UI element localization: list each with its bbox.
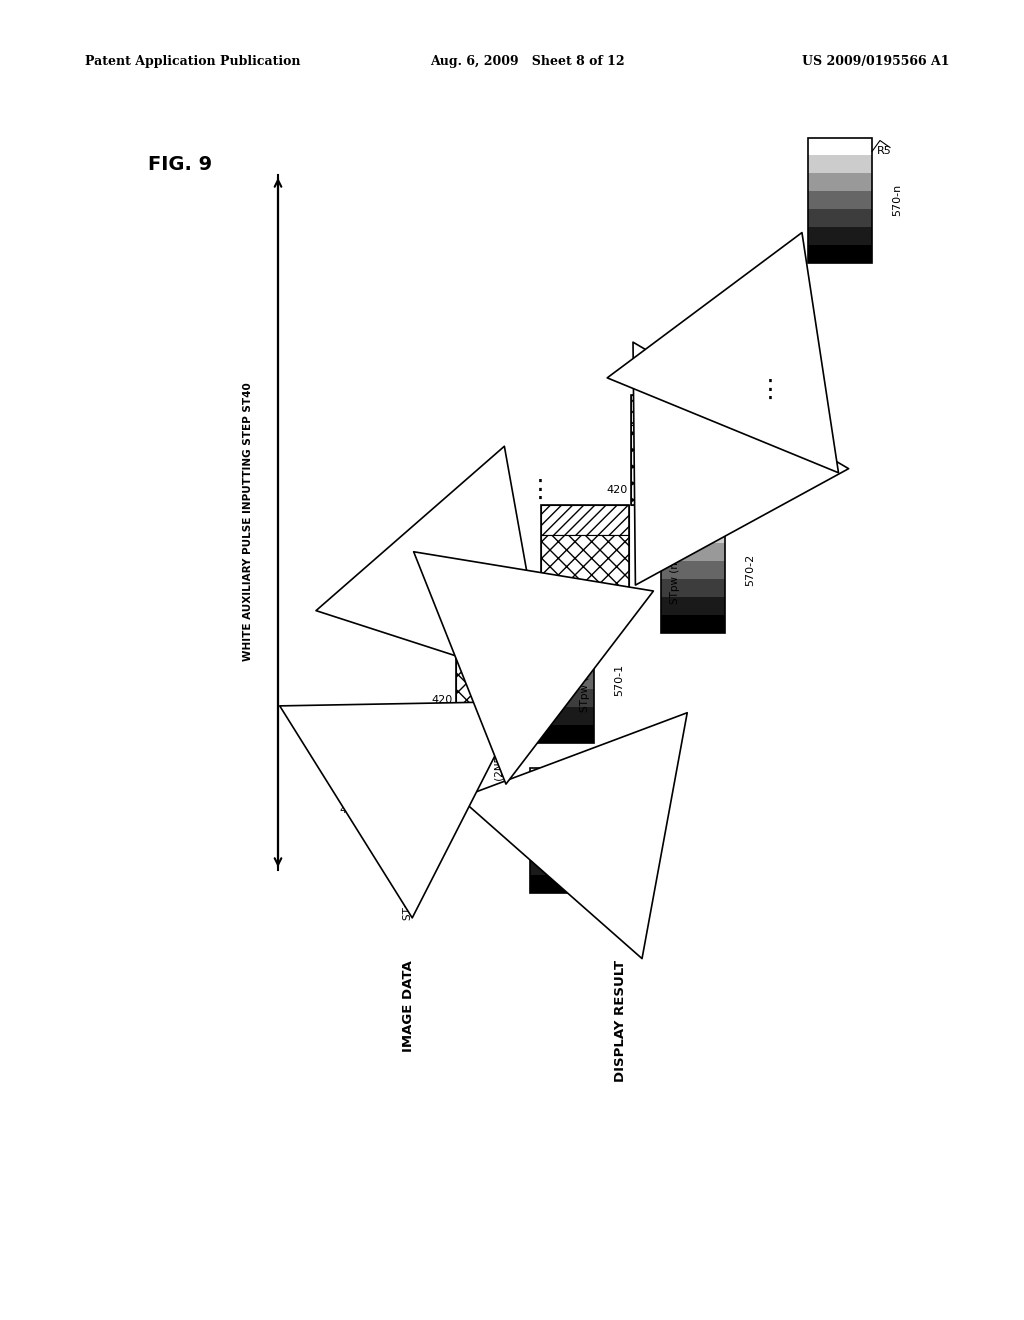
Bar bbox=[530, 767, 594, 785]
Text: STpw (n-TH TIME): STpw (n-TH TIME) bbox=[670, 513, 680, 603]
Bar bbox=[530, 803, 594, 821]
Text: 570-n: 570-n bbox=[892, 183, 902, 216]
Text: IMAGE DATA: IMAGE DATA bbox=[401, 960, 415, 1052]
Text: 560-m: 560-m bbox=[614, 886, 650, 895]
Bar bbox=[808, 137, 872, 263]
Text: R5: R5 bbox=[730, 516, 744, 525]
Text: ⋮: ⋮ bbox=[758, 378, 782, 403]
Text: DISPLAY RESULT: DISPLAY RESULT bbox=[613, 960, 627, 1082]
Text: R5: R5 bbox=[877, 145, 892, 156]
Text: 570-1: 570-1 bbox=[614, 664, 624, 696]
Bar bbox=[662, 507, 725, 632]
Text: R5: R5 bbox=[599, 626, 613, 635]
Bar bbox=[364, 715, 452, 744]
Bar bbox=[364, 744, 452, 825]
Bar bbox=[541, 535, 629, 615]
Bar bbox=[808, 227, 872, 244]
Bar bbox=[662, 579, 725, 597]
Bar bbox=[662, 544, 725, 561]
Bar bbox=[456, 605, 544, 715]
Bar bbox=[530, 689, 594, 706]
Bar bbox=[631, 395, 719, 506]
Bar bbox=[631, 425, 719, 506]
Text: ⋮: ⋮ bbox=[527, 478, 553, 502]
Bar bbox=[662, 561, 725, 579]
Bar bbox=[808, 137, 872, 156]
Bar bbox=[631, 395, 719, 425]
Bar bbox=[530, 618, 594, 635]
Bar bbox=[530, 635, 594, 653]
Bar bbox=[530, 706, 594, 725]
Bar bbox=[541, 506, 629, 615]
Bar bbox=[808, 244, 872, 263]
Bar bbox=[530, 653, 594, 671]
Bar bbox=[808, 156, 872, 173]
Bar bbox=[662, 507, 725, 525]
Bar bbox=[530, 840, 594, 857]
Text: 420: 420 bbox=[340, 805, 361, 814]
Bar bbox=[530, 857, 594, 875]
Bar bbox=[808, 209, 872, 227]
Bar bbox=[530, 671, 594, 689]
Bar bbox=[808, 191, 872, 209]
Bar bbox=[662, 597, 725, 615]
Bar bbox=[530, 767, 594, 892]
Bar bbox=[662, 525, 725, 544]
Bar bbox=[662, 615, 725, 632]
Text: US 2009/0195566 A1: US 2009/0195566 A1 bbox=[803, 55, 950, 69]
Text: 570-2: 570-2 bbox=[745, 554, 755, 586]
Text: 420: 420 bbox=[432, 696, 453, 705]
Bar bbox=[530, 821, 594, 840]
Text: STpw (3RD TIME): STpw (3RD TIME) bbox=[580, 623, 590, 711]
Bar bbox=[530, 618, 594, 742]
Text: WHITE AUXILIARY PULSE INPUTTING STEP ST40: WHITE AUXILIARY PULSE INPUTTING STEP ST4… bbox=[243, 383, 253, 661]
Bar bbox=[456, 635, 544, 715]
Bar bbox=[530, 785, 594, 803]
Text: Aug. 6, 2009   Sheet 8 of 12: Aug. 6, 2009 Sheet 8 of 12 bbox=[430, 55, 625, 69]
Bar bbox=[530, 725, 594, 742]
Bar bbox=[808, 173, 872, 191]
Text: R5: R5 bbox=[456, 719, 471, 730]
Text: FIG. 9: FIG. 9 bbox=[148, 154, 212, 174]
Text: Patent Application Publication: Patent Application Publication bbox=[85, 55, 300, 69]
Bar bbox=[456, 605, 544, 635]
Bar bbox=[530, 875, 594, 892]
Text: STpw (1ST TIME): STpw (1ST TIME) bbox=[403, 833, 413, 920]
Text: 420: 420 bbox=[517, 595, 538, 605]
Bar bbox=[364, 715, 452, 825]
Text: STpw (2ND TIME): STpw (2ND TIME) bbox=[495, 723, 505, 813]
Bar bbox=[541, 506, 629, 535]
Text: 420: 420 bbox=[607, 484, 628, 495]
